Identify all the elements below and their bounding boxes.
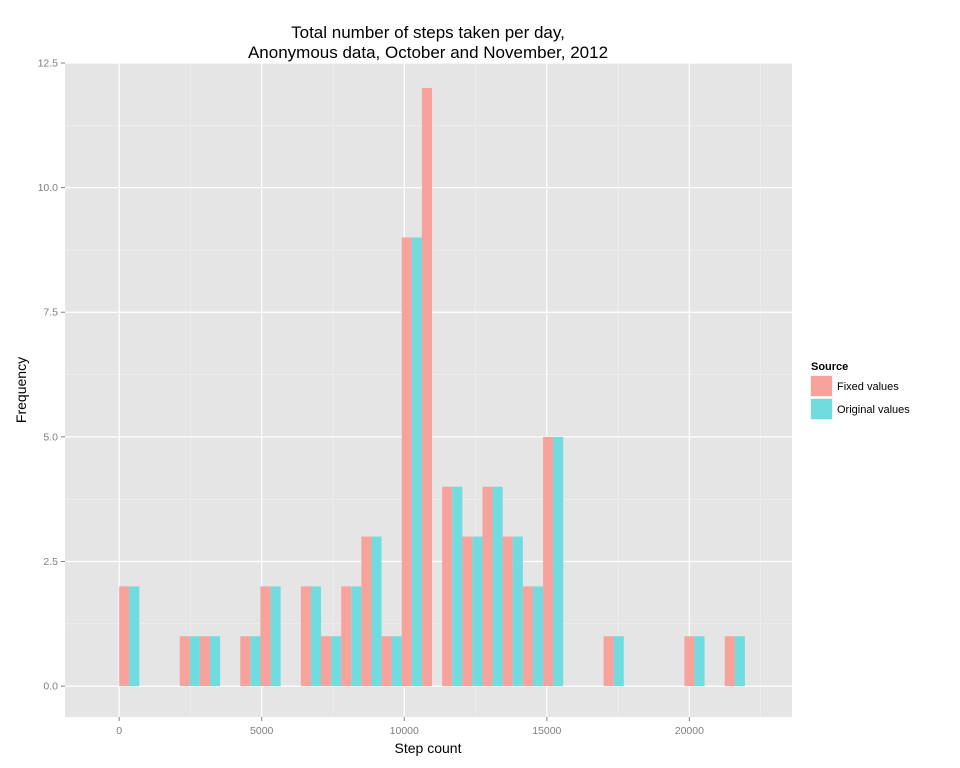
bar-fixed-values-7080	[321, 636, 332, 687]
bar-original-values-9204	[391, 636, 402, 687]
bar-fixed-values-2124	[179, 636, 190, 687]
bar-fixed-values-14868	[543, 436, 554, 687]
bar-fixed-values-0	[119, 586, 130, 687]
x-tick-label: 0	[116, 725, 122, 737]
bar-fixed-values-8496	[361, 536, 372, 687]
bars	[119, 87, 745, 687]
bar-original-values-2832	[210, 636, 221, 687]
bar-fixed-values-9912	[401, 237, 412, 687]
y-tick-label: 12.5	[38, 58, 59, 70]
legend: Source Fixed values Original values	[810, 361, 910, 420]
legend-title: Source	[811, 361, 848, 373]
bar-fixed-values-11328	[442, 486, 453, 687]
bar-original-values-12036	[472, 536, 483, 687]
y-tick-label: 7.5	[43, 307, 58, 319]
x-tick-label: 5000	[250, 725, 274, 737]
bar-fixed-values-10620	[421, 87, 433, 687]
y-tick-label: 5.0	[43, 431, 58, 443]
chart-title-line-2: Anonymous data, October and November, 20…	[248, 43, 608, 62]
bar-original-values-4956	[270, 586, 281, 687]
bar-fixed-values-2832	[199, 636, 211, 687]
bar-original-values-0	[129, 586, 140, 687]
x-tick-label: 15000	[532, 725, 561, 737]
bar-original-values-19824	[694, 636, 705, 687]
bar-original-values-6372	[310, 586, 322, 687]
bar-original-values-13452	[512, 536, 523, 687]
bar-original-values-14868	[553, 436, 564, 687]
y-tick-label: 0.0	[43, 681, 58, 693]
x-axis-title: Step count	[395, 740, 462, 756]
bar-fixed-values-12036	[462, 536, 473, 687]
x-tick-label: 20000	[675, 725, 704, 737]
bar-original-values-2124	[189, 636, 200, 687]
legend-swatch-fixed-values	[811, 376, 832, 396]
bar-fixed-values-7788	[341, 586, 352, 687]
bar-fixed-values-12744	[482, 486, 493, 687]
y-tick-label: 2.5	[43, 556, 58, 568]
bar-original-values-7788	[351, 586, 362, 687]
bar-original-values-9912	[411, 237, 422, 687]
legend-swatch-original-values	[811, 399, 832, 419]
bar-fixed-values-6372	[300, 586, 311, 687]
bar-fixed-values-9204	[381, 636, 392, 687]
bar-original-values-11328	[452, 486, 463, 687]
bar-original-values-7080	[331, 636, 342, 687]
y-axis-title: Frequency	[13, 357, 29, 423]
legend-label-original-values: Original values	[837, 404, 910, 416]
bar-original-values-21240	[734, 636, 745, 687]
bar-original-values-4248	[250, 636, 261, 687]
bar-original-values-8496	[371, 536, 382, 687]
bar-original-values-12744	[492, 486, 503, 687]
y-tick-label: 10.0	[38, 182, 59, 194]
bar-fixed-values-19824	[684, 636, 695, 687]
chart-title-line-1: Total number of steps taken per day,	[291, 23, 565, 42]
bar-fixed-values-16992	[603, 636, 614, 687]
bar-original-values-16992	[613, 636, 624, 687]
x-tick-label: 10000	[390, 725, 419, 737]
axis-ticks: 0.0 2.5 5.0 7.5 10.0 12.5 0 5000 10000 15000 20000	[38, 58, 705, 738]
bar-fixed-values-4248	[240, 636, 251, 687]
bar-fixed-values-13452	[502, 536, 513, 687]
bar-original-values-14160	[532, 586, 544, 687]
bar-fixed-values-21240	[724, 636, 735, 687]
bar-fixed-values-4956	[260, 586, 271, 687]
legend-label-fixed-values: Fixed values	[837, 381, 899, 393]
bar-fixed-values-14160	[522, 586, 533, 687]
